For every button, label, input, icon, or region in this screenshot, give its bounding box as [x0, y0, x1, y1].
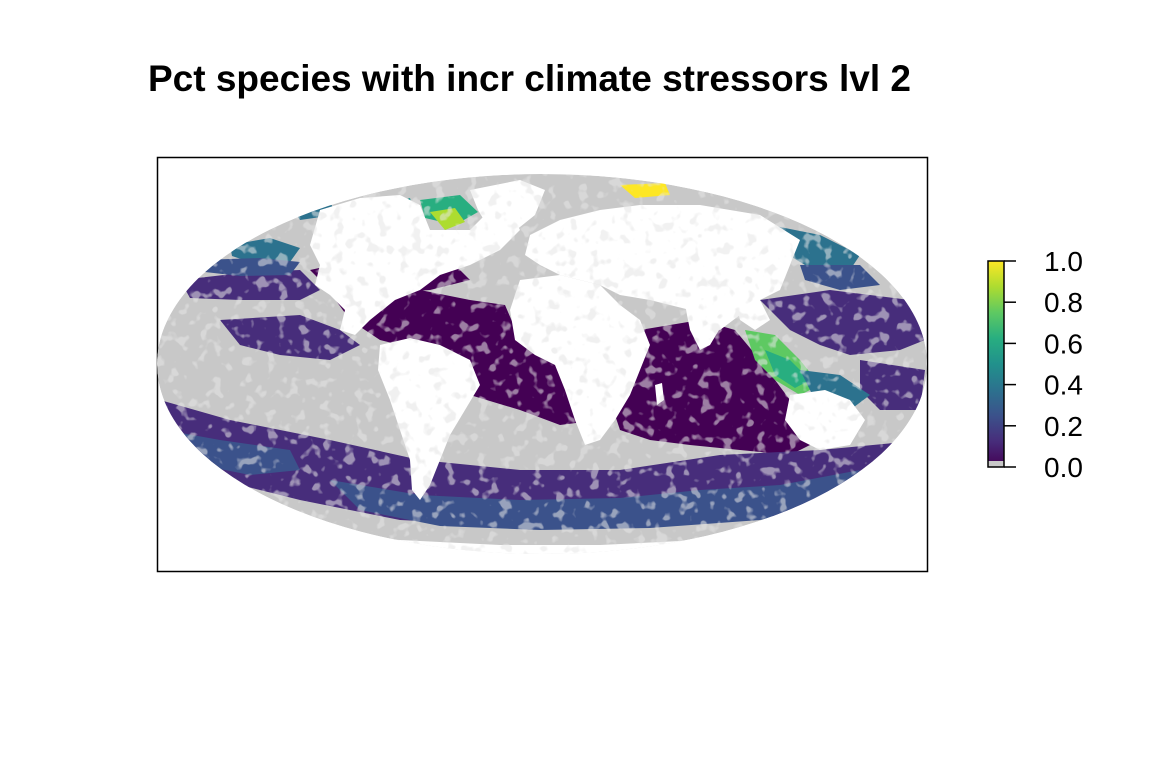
legend-colorbar	[988, 261, 1004, 467]
legend-na-swatch	[988, 461, 1004, 467]
globe	[157, 174, 927, 554]
legend-tick-label: 0.8	[1044, 287, 1083, 318]
legend-ticks: 1.0 0.8 0.6 0.4 0.2 0.0	[1004, 246, 1083, 483]
legend-colorbar-border	[987, 260, 1005, 468]
color-legend: 1.0 0.8 0.6 0.4 0.2 0.0	[987, 246, 1083, 483]
data-speckle	[157, 174, 927, 554]
legend-tick-label: 0.4	[1044, 370, 1083, 401]
legend-tick-label: 0.2	[1044, 411, 1083, 442]
map-title: Pct species with incr climate stressors …	[148, 58, 911, 99]
legend-tick-label: 1.0	[1044, 246, 1083, 277]
legend-tick-label: 0.0	[1044, 452, 1083, 483]
legend-tick-label: 0.6	[1044, 328, 1083, 359]
